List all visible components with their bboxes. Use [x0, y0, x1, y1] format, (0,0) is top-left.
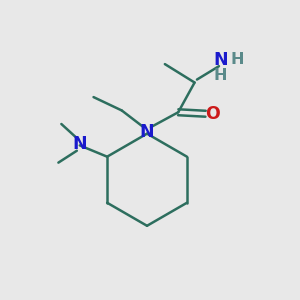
Text: N: N [213, 51, 228, 69]
Text: N: N [73, 135, 87, 153]
Text: O: O [205, 105, 220, 123]
Text: N: N [140, 123, 154, 141]
Text: H: H [214, 68, 227, 82]
Text: H: H [231, 52, 244, 67]
